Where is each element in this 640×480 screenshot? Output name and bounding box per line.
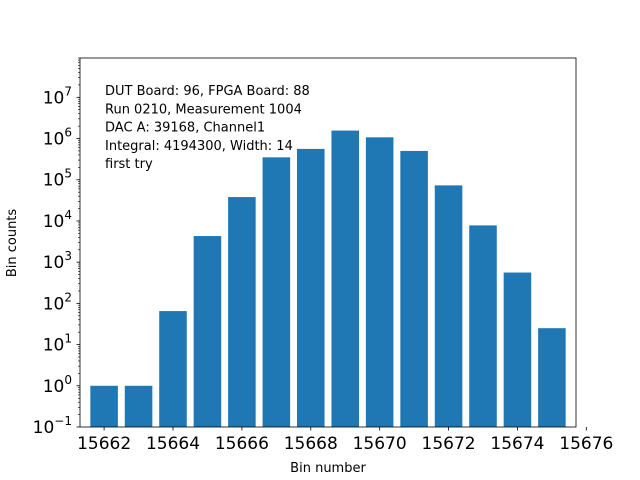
y-tick-label: 101 (43, 332, 72, 356)
x-tick-label: 15668 (284, 434, 338, 454)
annotation-line: DUT Board: 96, FPGA Board: 88 (105, 84, 310, 99)
bar (262, 157, 291, 427)
y-tick-label: 107 (43, 84, 72, 108)
y-tick-label: 104 (43, 208, 72, 232)
x-tick-label: 15662 (77, 434, 131, 454)
bar (193, 236, 222, 427)
bars-group (90, 130, 566, 427)
bar (434, 185, 463, 427)
x-axis-label: Bin number (290, 461, 366, 476)
bar (228, 197, 256, 427)
y-tick-label: 100 (43, 373, 72, 397)
bar (503, 272, 532, 427)
bar (90, 385, 118, 427)
annotation-line: Run 0210, Measurement 1004 (105, 102, 302, 117)
bar (159, 311, 187, 427)
annotation-text-block: DUT Board: 96, FPGA Board: 88 Run 0210, M… (105, 84, 310, 172)
x-tick-label: 15670 (353, 434, 407, 454)
bar (331, 130, 359, 427)
bar (297, 148, 325, 427)
bar (538, 328, 566, 427)
y-tick-label: 106 (43, 126, 72, 150)
y-ticks: 10−1 100 101 102 103 104 105 106 107 (33, 57, 80, 438)
bar (400, 150, 428, 427)
x-tick-label: 15672 (422, 434, 476, 454)
bar (365, 137, 394, 427)
bar (124, 385, 153, 427)
y-axis-label: Bin counts (5, 209, 20, 278)
annotation-line: Integral: 4194300, Width: 14 (105, 139, 293, 154)
x-tick-label: 15676 (559, 434, 613, 454)
annotation-line: DAC A: 39168, Channel1 (105, 121, 265, 136)
annotation-line: first try (105, 157, 153, 172)
x-tick-label: 15666 (215, 434, 269, 454)
bar (469, 225, 497, 427)
y-tick-label: 10−1 (33, 414, 72, 438)
x-tick-label: 15674 (490, 434, 544, 454)
x-tick-label: 15664 (146, 434, 200, 454)
y-tick-label: 105 (43, 167, 72, 191)
x-ticks: 15662 15664 15666 15668 15670 15672 15674 15676 (77, 427, 613, 454)
y-tick-label: 103 (43, 249, 72, 273)
y-tick-label: 102 (43, 290, 72, 314)
